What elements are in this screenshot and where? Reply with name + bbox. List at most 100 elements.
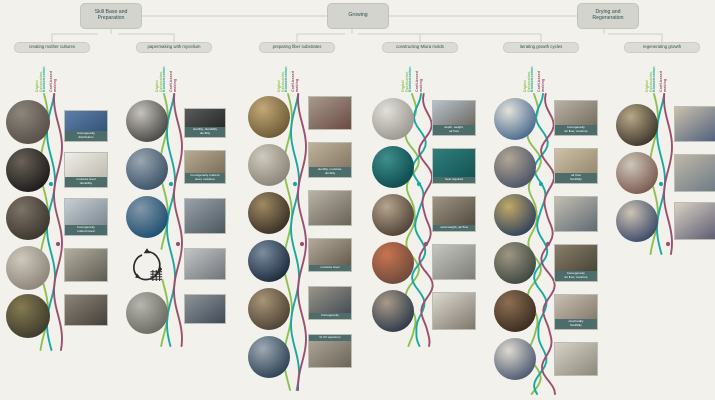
col-papermaking-with-mycelium-strand-node <box>175 241 181 247</box>
paper-sheet-tray-photo[interactable]: ductility, durability ductility <box>184 108 226 138</box>
recycling-loop-icon[interactable] <box>126 244 168 286</box>
property-caption: homogeneity <box>309 312 351 319</box>
regrown-zigzag-photo[interactable] <box>674 154 715 192</box>
grown-panel-photo[interactable] <box>494 242 536 284</box>
activity-node-iterating-growth-cycles[interactable]: iterating growth cycles <box>503 42 579 53</box>
fiber-mass-photo[interactable] <box>308 190 352 226</box>
dense-growth-photo[interactable]: homogeneity air flow, moisture <box>554 244 598 282</box>
mold-surface-photo[interactable]: depth, weight, air flow <box>432 100 476 136</box>
activity-node-regenerating-growth[interactable]: regenerating growth <box>624 42 700 53</box>
regenerated-panel-photo[interactable] <box>674 202 715 240</box>
photo-thumbnail <box>185 249 225 279</box>
finished-sample-photo[interactable] <box>494 338 536 380</box>
laser-cutter-photo[interactable] <box>372 146 414 188</box>
activity-node-constructing-miura-molds[interactable]: constructing Miura molds <box>382 42 458 53</box>
folded-fabric-photo[interactable] <box>372 194 414 236</box>
regeneration-sample-photo[interactable] <box>616 200 658 242</box>
drying-trays-photo[interactable] <box>126 292 168 334</box>
inoculation-tools-photo[interactable] <box>6 148 50 192</box>
lab-workspace-photo[interactable] <box>6 294 50 338</box>
mycelium-mass-photo[interactable]: moisture level durability <box>64 152 108 188</box>
substrate-block-photo[interactable]: ductility, moisture, ductility <box>308 142 352 178</box>
zigzag-grown-photo[interactable] <box>432 244 476 280</box>
stacked-frames-photo[interactable] <box>184 248 226 280</box>
growing-tray-photo[interactable] <box>494 98 536 140</box>
phase-node-growing[interactable]: Growing <box>327 3 389 29</box>
photo-thumbnail <box>65 249 107 281</box>
col-preparing-fiber-substrates-strand-craft-based-making <box>297 93 307 391</box>
liquid-culture-photo[interactable]: homogeneity distribution <box>64 110 108 142</box>
substrate-growth-photo[interactable] <box>494 290 536 332</box>
col-regenerating-growth-strand-biofabrication <box>656 93 666 255</box>
paper-deckle-photo[interactable] <box>126 100 168 142</box>
finished-miura-photo[interactable] <box>554 342 598 376</box>
inoculated-substrate-photo[interactable]: % UV spectrum <box>308 334 352 368</box>
property-caption: depth, weight, air flow <box>433 124 475 135</box>
straw-fiber-photo[interactable] <box>248 96 290 138</box>
jars-incubation-photo[interactable]: homogeneity nutrient level <box>64 198 108 236</box>
col-iterating-growth-cycles-strand-node <box>545 241 551 247</box>
folded-growth-photo[interactable]: air flow flexibility <box>554 148 598 184</box>
activity-node-preparing-fiber-substrates[interactable]: preparing fiber substrates <box>259 42 335 53</box>
mold-assembly-photo[interactable] <box>372 290 414 332</box>
pressure-cooker-photo[interactable] <box>248 240 290 282</box>
grain-jar-photo[interactable] <box>6 196 50 240</box>
miura-pattern-sheet-photo[interactable] <box>372 98 414 140</box>
col-regenerating-growth-strand-craft-based-making <box>663 93 673 255</box>
photo-thumbnail <box>309 97 351 129</box>
press-setup-photo[interactable] <box>184 198 226 234</box>
phase-node-drying[interactable]: Drying and Regeneration <box>577 3 639 29</box>
regrowth-fragment-photo[interactable] <box>616 104 658 146</box>
col-preparing-fiber-substrates-strand-digital-fabrication <box>283 93 293 391</box>
activity-node-papermaking-with-mycelium[interactable]: papermaking with mycelium <box>136 42 212 53</box>
col-regenerating-growth-strand-node <box>665 241 671 247</box>
zigzag-panel-photo[interactable] <box>554 196 598 232</box>
col-constructing-miura-molds-strand-biofabrication <box>411 93 427 347</box>
col-papermaking-with-mycelium-strand-node <box>168 181 174 187</box>
activity-node-creating-mother-cultures[interactable]: creating mother cultures <box>14 42 90 53</box>
petri-dish-culture-photo[interactable] <box>6 100 50 144</box>
handling-sample-photo[interactable] <box>494 146 536 188</box>
substrate-jars-photo[interactable] <box>64 248 108 282</box>
phase-node-skill-base[interactable]: Skill Base and Preparation <box>80 3 142 29</box>
substrate-bags-photo[interactable]: moisture level <box>308 238 352 272</box>
teal-facets-photo[interactable]: heat required <box>432 148 476 184</box>
folded-samples-photo[interactable] <box>184 294 226 324</box>
shredded-fiber-photo[interactable] <box>308 96 352 130</box>
compressed-substrate-photo[interactable] <box>248 192 290 234</box>
property-caption: moisture level durability <box>65 176 107 187</box>
photo-thumbnail <box>433 245 475 279</box>
mixing-substrate-photo[interactable] <box>248 288 290 330</box>
mycelium-paper-photo[interactable]: homogeneity nutrient level, moisture <box>184 150 226 184</box>
cracked-sample-photo[interactable]: structurally flexibility <box>554 294 598 330</box>
col-constructing-miura-molds-strand-node <box>423 241 429 247</box>
demolding-photo[interactable] <box>494 194 536 236</box>
mixing-bowl-photo[interactable]: homogeneity <box>308 286 352 320</box>
regrown-pattern-photo[interactable] <box>616 152 658 194</box>
blender-pulp-photo[interactable] <box>126 196 168 238</box>
property-caption: structurally flexibility <box>555 318 597 329</box>
mycelium-skin-photo[interactable]: homogeneity air flow, moisture <box>554 100 598 136</box>
copper-mold-photo[interactable] <box>372 242 414 284</box>
col-preparing-fiber-substrates-strand-biofabrication <box>290 93 300 391</box>
gloved-hands-photo[interactable] <box>248 336 290 378</box>
photo-thumbnail <box>309 191 351 225</box>
col-creating-mother-cultures-strand-node <box>48 181 54 187</box>
loose-fiber-photo[interactable] <box>248 144 290 186</box>
col-iterating-growth-cycles-strand-node <box>538 181 544 187</box>
property-caption: heat required <box>433 176 475 183</box>
recycling-loop-icon <box>133 248 163 281</box>
mold-texture-photo[interactable]: mold weight, air flow <box>432 196 476 232</box>
photo-thumbnail <box>555 197 597 231</box>
col-iterating-growth-cycles-strand-digital-fabrication <box>526 93 542 395</box>
pouring-pulp-photo[interactable] <box>126 148 168 190</box>
regrowth-detail-photo[interactable] <box>674 106 715 142</box>
white-miura-photo[interactable] <box>432 292 476 330</box>
mycelium-surface-photo[interactable] <box>6 246 50 290</box>
workbench-photo[interactable] <box>64 294 108 326</box>
